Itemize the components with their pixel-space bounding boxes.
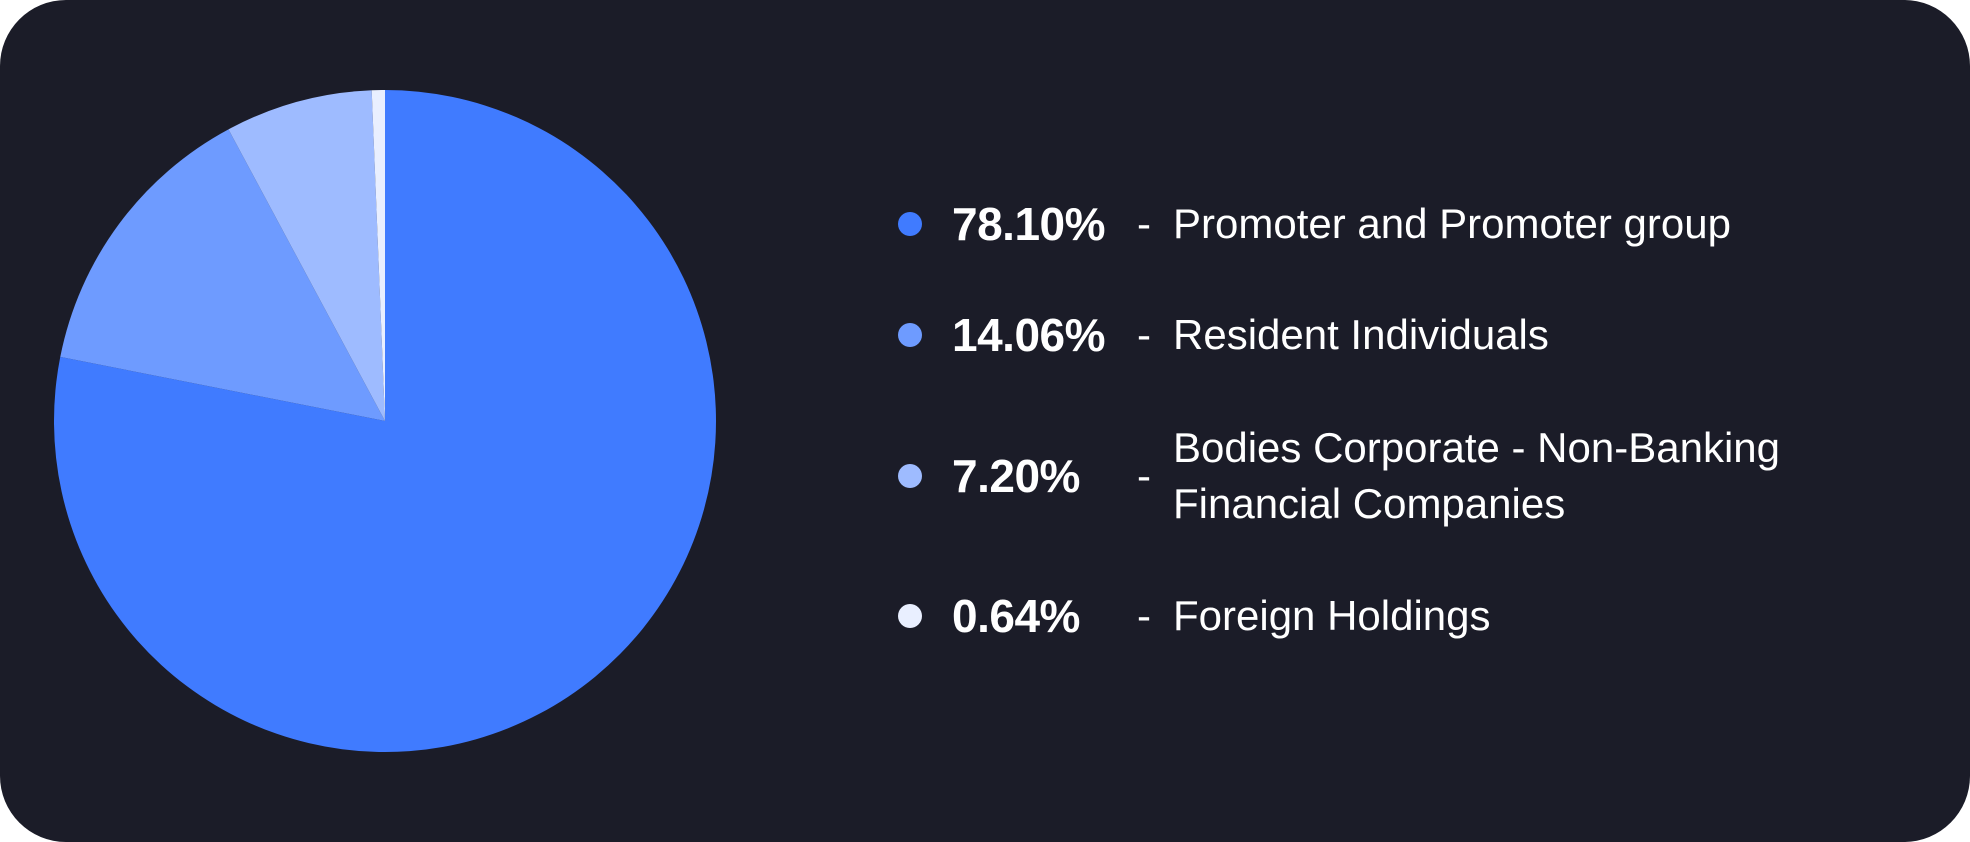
legend-item-promoter: 78.10% - Promoter and Promoter group: [898, 196, 1731, 252]
pie-slice-bodies-corporate: [228, 90, 385, 421]
legend-percentage: 0.64%: [952, 590, 1080, 642]
pie-slice-promoter: [54, 90, 716, 752]
legend-label-line: Foreign Holdings: [1173, 592, 1491, 639]
legend-separator: -: [1137, 200, 1151, 247]
legend-dot: [898, 604, 922, 628]
legend-dot: [898, 323, 922, 347]
legend-percentage: 7.20%: [952, 450, 1080, 502]
legend-label: Promoter and Promoter group: [1173, 196, 1731, 252]
legend-label-line: Financial Companies: [1173, 480, 1566, 527]
legend-separator: -: [1137, 452, 1151, 499]
legend: 78.10% - Promoter and Promoter group 14.…: [898, 0, 1898, 842]
legend-label: Foreign Holdings: [1173, 588, 1491, 644]
pie-slice-resident-individuals: [60, 129, 385, 421]
pie-chart: [54, 90, 716, 752]
legend-label-line: Resident Individuals: [1173, 311, 1549, 358]
legend-label-line: Promoter and Promoter group: [1173, 200, 1731, 247]
pie-slice-foreign-holdings: [371, 90, 385, 421]
legend-separator: -: [1137, 311, 1151, 358]
legend-dot: [898, 212, 922, 236]
legend-item-foreign-holdings: 0.64% - Foreign Holdings: [898, 588, 1491, 644]
legend-dot: [898, 464, 922, 488]
legend-percentage: 14.06%: [952, 309, 1106, 361]
legend-percentage: 78.10%: [952, 198, 1106, 250]
legend-item-resident-individuals: 14.06% - Resident Individuals: [898, 307, 1549, 363]
pie-chart-svg: [54, 90, 716, 752]
legend-label: Bodies Corporate - Non-Banking Financial…: [1173, 420, 1780, 532]
legend-separator: -: [1137, 592, 1151, 639]
legend-label-line: Bodies Corporate - Non-Banking: [1173, 424, 1780, 471]
legend-item-bodies-corporate: 7.20% - Bodies Corporate - Non-Banking F…: [898, 420, 1780, 532]
legend-label: Resident Individuals: [1173, 307, 1549, 363]
